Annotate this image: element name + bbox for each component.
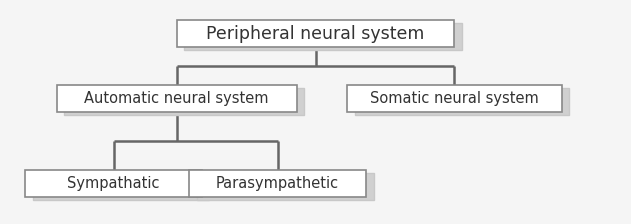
FancyBboxPatch shape (177, 20, 454, 47)
FancyBboxPatch shape (33, 173, 209, 200)
Text: Peripheral neural system: Peripheral neural system (206, 25, 425, 43)
FancyBboxPatch shape (57, 85, 297, 112)
FancyBboxPatch shape (355, 88, 569, 115)
FancyBboxPatch shape (25, 170, 202, 197)
FancyBboxPatch shape (347, 85, 562, 112)
Text: Somatic neural system: Somatic neural system (370, 91, 539, 106)
FancyBboxPatch shape (197, 173, 374, 200)
Text: Automatic neural system: Automatic neural system (85, 91, 269, 106)
Text: Sympathatic: Sympathatic (68, 176, 160, 191)
FancyBboxPatch shape (64, 88, 304, 115)
FancyBboxPatch shape (184, 23, 462, 50)
FancyBboxPatch shape (189, 170, 366, 197)
Text: Parasympathetic: Parasympathetic (216, 176, 339, 191)
